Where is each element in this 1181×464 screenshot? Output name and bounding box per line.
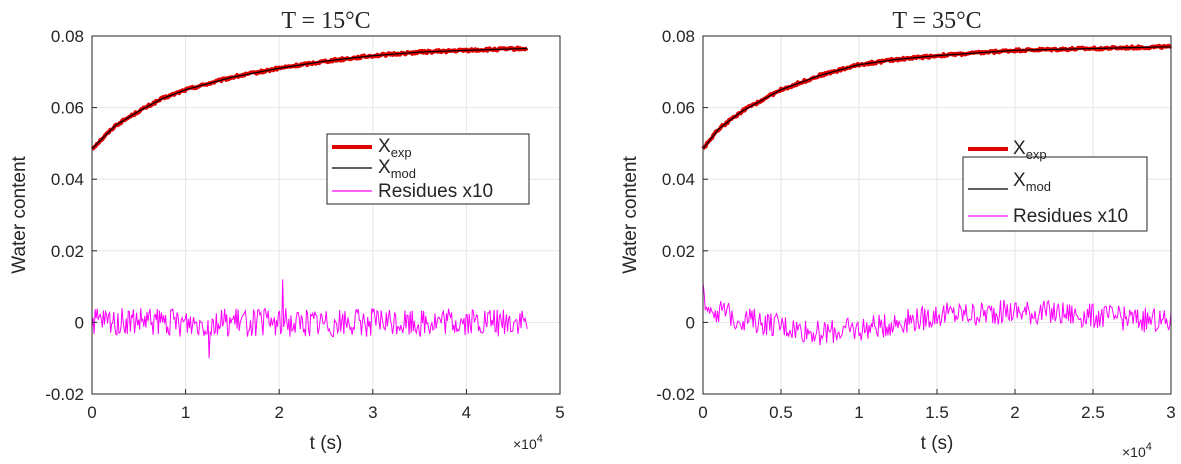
y-tick-label: 0.02 [51,242,84,261]
legend-label-mod: Xmod [1013,170,1051,194]
legend-right: Xexp Xmod Residues x10 [962,138,1148,232]
legend-label-mod-sub: mod [391,166,416,181]
legend-label-exp-sub: exp [1026,147,1047,162]
y-tick-label: 0 [686,313,695,332]
y-tick-label: 0.06 [51,99,84,118]
legend-label-res: Residues x10 [1013,206,1128,227]
x-multiplier: ×104 [1122,441,1152,460]
legend-label-mod-sub: mod [1026,179,1051,194]
x-axis-title: t (s) [921,433,954,454]
legend-label-mod: Xmod [378,157,416,181]
x-tick-label: 1 [854,403,863,422]
y-tick-label: 0.04 [51,170,84,189]
x-tick-label: 5 [555,403,564,422]
legend-box [962,156,1148,232]
y-tick-label: -0.02 [656,385,695,404]
plot-area-left [92,36,560,394]
series-line-mod [702,46,1172,150]
y-axis-title: Water content [620,155,641,273]
x-tick-label: 4 [462,403,471,422]
y-tick-label: 0.02 [662,242,695,261]
x-tick-label: 3 [368,403,377,422]
y-tick-label: 0.06 [662,99,695,118]
x-multiplier: ×104 [513,433,543,452]
x-tick-label: 2 [274,403,283,422]
mod-series-left [91,47,528,150]
x-multiplier-exp: 4 [537,433,543,445]
x-multiplier-base: ×10 [1122,444,1146,460]
y-tick-label: 0.04 [662,170,695,189]
legend-left: Xexp Xmod Residues x10 [326,133,530,205]
y-tick-label: -0.02 [45,385,84,404]
legend-label-exp-main: X [378,136,391,157]
y-tick-label: 0.08 [51,27,84,46]
legend-label-exp-main: X [1013,138,1026,159]
x-tick-label: 1.5 [925,403,949,422]
legend-label-res: Residues x10 [378,181,493,202]
legend-label-exp-sub: exp [391,145,412,160]
x-tick-label: 0 [698,403,707,422]
chart-title: T = 35°C [892,8,981,34]
mod-series-right [702,46,1172,150]
y-axis-title: Water content [9,155,30,273]
x-multiplier-base: ×10 [513,436,537,452]
series-line-mod [91,47,528,150]
legend-label-exp: Xexp [378,136,412,160]
x-multiplier-exp: 4 [1146,441,1152,453]
axes-box-left [91,35,561,395]
residues-series-right [702,283,1172,346]
y-tick-label: 0 [75,313,84,332]
legend-label-exp: Xexp [1013,138,1047,162]
series-line-residues [91,279,528,359]
x-tick-label: 0.5 [769,403,793,422]
x-axis-title: t (s) [310,433,343,454]
x-tick-label: 2 [1010,403,1019,422]
legend-label-mod-main: X [1013,170,1026,191]
series-line-residues [702,283,1172,346]
x-tick-label: 2.5 [1081,403,1105,422]
legend-label-mod-main: X [378,157,391,178]
y-tick-label: 0.08 [662,27,695,46]
x-tick-label: 3 [1166,403,1175,422]
x-tick-label: 0 [87,403,96,422]
residues-series-left [91,279,528,359]
x-tick-label: 1 [181,403,190,422]
chart-title: T = 15°C [281,8,370,34]
